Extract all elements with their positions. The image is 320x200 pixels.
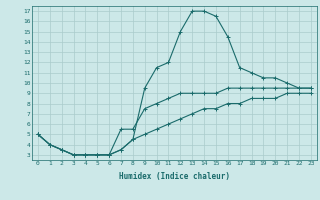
X-axis label: Humidex (Indice chaleur): Humidex (Indice chaleur) bbox=[119, 172, 230, 181]
